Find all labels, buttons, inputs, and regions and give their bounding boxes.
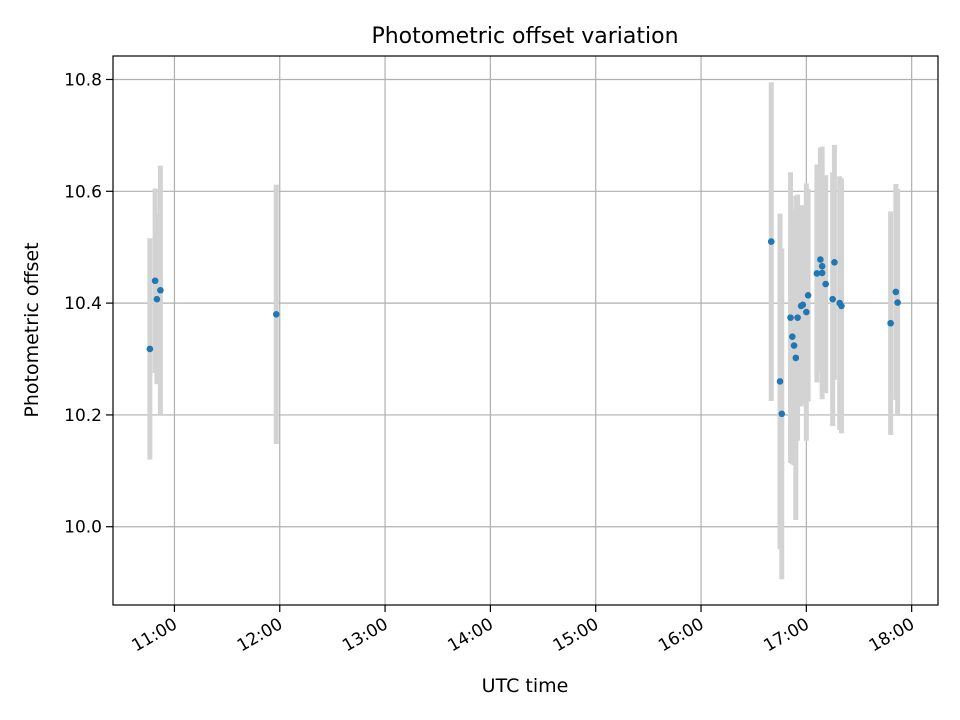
data-point [817, 256, 824, 263]
data-point [789, 333, 796, 340]
data-point [153, 295, 161, 303]
y-axis-ticks: 10.0 10.2 10.4 10.6 10.8 [64, 70, 113, 538]
data-point [776, 378, 784, 385]
chart-title: Photometric offset variation [371, 24, 678, 49]
y-tick-label: 10.4 [64, 294, 102, 314]
data-point [272, 310, 280, 318]
data-point [894, 299, 901, 306]
data-point [838, 302, 845, 310]
data-point [818, 262, 826, 270]
data-point [787, 314, 794, 321]
data-point [813, 270, 821, 277]
data-point [157, 286, 164, 294]
data-point [151, 277, 159, 285]
data-points [146, 238, 901, 418]
data-point [892, 288, 900, 296]
data-point [804, 291, 812, 299]
x-axis-label: UTC time [482, 675, 569, 697]
data-point [790, 342, 798, 349]
data-point [887, 319, 894, 327]
data-point [799, 301, 807, 309]
y-tick-label: 10.8 [64, 70, 102, 90]
data-point [792, 354, 800, 362]
data-point [767, 238, 775, 245]
data-point [822, 280, 829, 288]
y-tick-label: 10.6 [64, 182, 102, 202]
data-point [831, 258, 838, 266]
data-point [803, 308, 810, 316]
y-axis-label: Photometric offset [21, 242, 43, 417]
y-tick-label: 10.2 [64, 406, 102, 426]
data-point [146, 345, 154, 353]
data-point [829, 295, 836, 303]
data-point [778, 410, 786, 418]
plot-area-frame [112, 55, 939, 606]
data-point [818, 269, 826, 277]
data-point [794, 314, 801, 321]
y-tick-label: 10.0 [64, 518, 102, 538]
